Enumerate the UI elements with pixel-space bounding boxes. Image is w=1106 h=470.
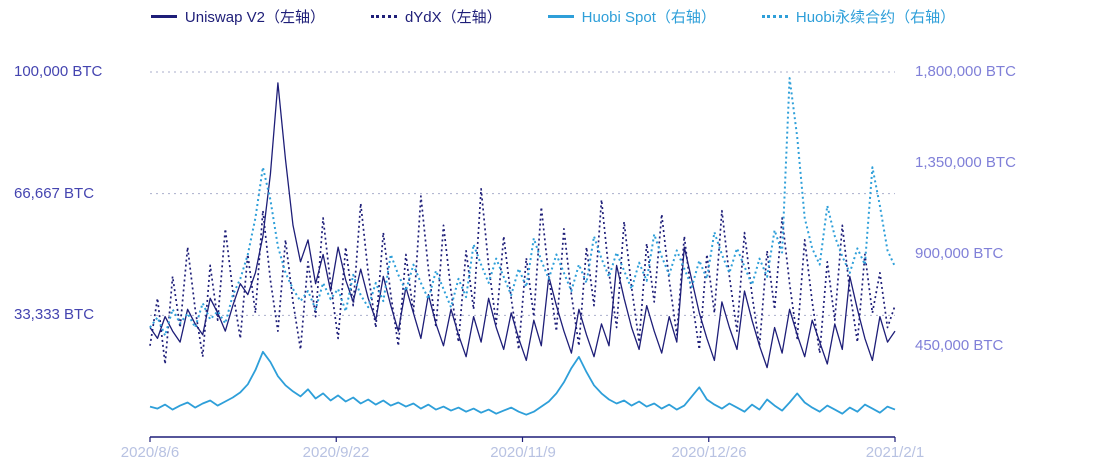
- x-axis-tick-label: 2020/11/9: [490, 444, 556, 461]
- legend-item-uniswap-v2[interactable]: Uniswap V2（左轴）: [150, 6, 325, 27]
- legend-label: dYdX（左轴）: [404, 9, 502, 26]
- x-axis-tick-label: 2020/12/26: [671, 444, 747, 461]
- legend-item-dydx[interactable]: dYdX（左轴）: [370, 6, 502, 27]
- left-axis-tick-label: 100,000 BTC: [14, 63, 103, 80]
- legend: Uniswap V2（左轴） dYdX（左轴） Huobi Spot（右轴） H…: [0, 6, 1106, 27]
- x-axis-tick-label: 2021/2/1: [865, 444, 925, 461]
- legend-label: Huobi Spot（右轴）: [581, 9, 716, 26]
- legend-label: Huobi永续合约（右轴）: [795, 9, 956, 26]
- legend-label: Uniswap V2（左轴）: [184, 9, 325, 26]
- left-axis-tick-label: 33,333 BTC: [14, 306, 95, 323]
- solid-line-sample-icon: [547, 15, 574, 18]
- x-axis-tick-label: 2020/9/22: [302, 444, 370, 461]
- right-axis-tick-label: 900,000 BTC: [915, 245, 1004, 262]
- x-axis-tick-label: 2020/8/6: [120, 444, 180, 461]
- right-axis-tick-label: 450,000 BTC: [915, 337, 1004, 354]
- dotted-line-sample-icon: [761, 15, 788, 18]
- right-axis-tick-label: 1,350,000 BTC: [915, 154, 1016, 171]
- right-axis-tick-label: 1,800,000 BTC: [915, 63, 1016, 80]
- left-axis-tick-label: 66,667 BTC: [14, 185, 95, 202]
- solid-line-sample-icon: [150, 15, 177, 18]
- legend-item-huobi-perpetual[interactable]: Huobi永续合约（右轴）: [761, 6, 956, 27]
- legend-item-huobi-spot[interactable]: Huobi Spot（右轴）: [547, 6, 716, 27]
- dotted-line-sample-icon: [370, 15, 397, 18]
